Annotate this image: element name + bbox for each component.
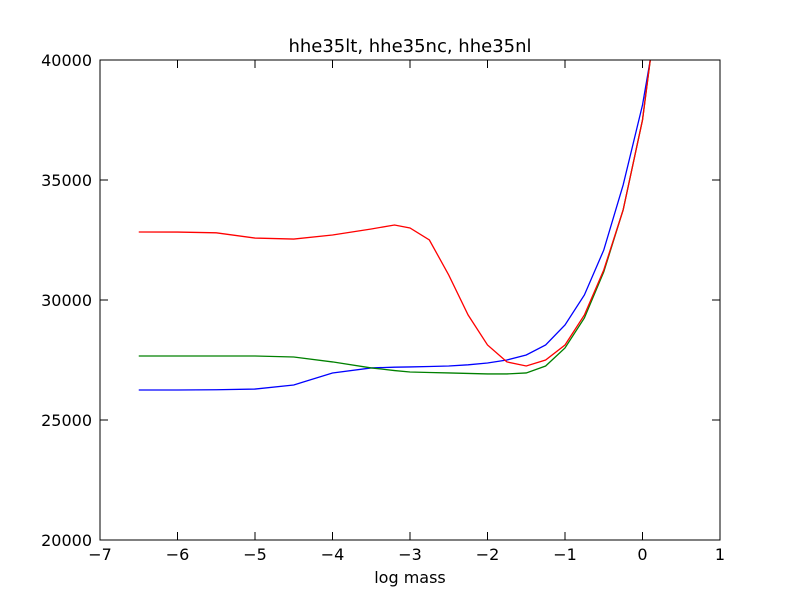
y-tick-label: 30000 <box>41 291 92 310</box>
x-tick-label: −1 <box>553 545 577 564</box>
plot-lines <box>138 60 651 391</box>
x-tick-label: 0 <box>637 545 647 564</box>
x-tick-label: −2 <box>476 545 500 564</box>
data-line <box>138 60 651 367</box>
x-axis-label: log mass <box>374 568 446 587</box>
x-tick-label: −6 <box>166 545 190 564</box>
y-tick-label: 35000 <box>41 171 92 190</box>
x-tick-label: −3 <box>398 545 422 564</box>
x-tick-label: −4 <box>321 545 345 564</box>
x-tick-label: 1 <box>715 545 725 564</box>
y-tick-label: 40000 <box>41 51 92 70</box>
y-tick-label: 20000 <box>41 531 92 550</box>
y-tick-label: 25000 <box>41 411 92 430</box>
x-tick-label: −7 <box>88 545 112 564</box>
x-tick-label: −5 <box>243 545 267 564</box>
data-line <box>138 60 651 391</box>
data-line <box>138 60 651 375</box>
chart-title: hhe35lt, hhe35nc, hhe35nl <box>288 36 531 57</box>
